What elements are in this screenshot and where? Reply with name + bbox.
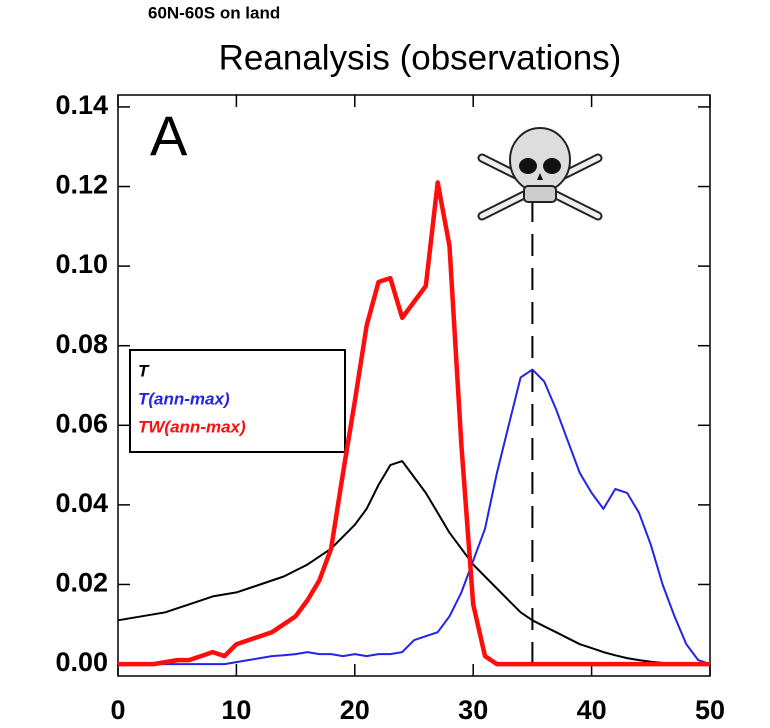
legend-box — [129, 349, 346, 453]
y-tick-label: 0.00 — [55, 647, 108, 677]
series-line — [117, 460, 710, 666]
chart-title: Reanalysis (observations) — [219, 38, 622, 77]
x-tick-label: 10 — [221, 695, 251, 725]
chart-subtitle: 60N-60S on land — [148, 3, 280, 22]
y-tick-label: 0.12 — [55, 170, 108, 200]
y-tick-label: 0.06 — [55, 408, 108, 438]
x-tick-label: 30 — [458, 695, 488, 725]
y-tick-label: 0.10 — [55, 249, 108, 279]
x-tick-label: 20 — [340, 695, 370, 725]
legend-label: T — [138, 361, 150, 380]
skull-icon — [477, 127, 603, 221]
x-tick-label: 40 — [577, 695, 607, 725]
legend-label: TW(ann-max) — [138, 417, 246, 436]
y-tick-label: 0.14 — [55, 90, 108, 120]
series-line — [118, 180, 710, 667]
plot-frame — [117, 94, 711, 677]
series-line — [118, 368, 711, 666]
x-tick-label: 0 — [110, 695, 125, 725]
y-tick-label: 0.02 — [55, 568, 108, 598]
y-tick-label: 0.04 — [55, 488, 108, 518]
y-tick-label: 0.08 — [55, 329, 108, 359]
x-tick-label: 50 — [695, 695, 725, 725]
panel-label: A — [150, 104, 188, 167]
legend-label: T(ann-max) — [138, 389, 230, 408]
